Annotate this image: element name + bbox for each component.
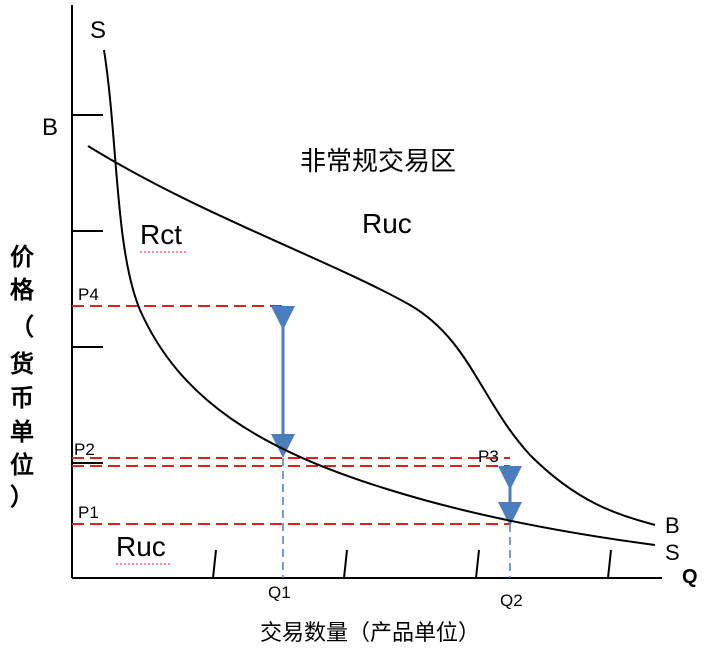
b-curve [87,145,656,526]
y-label-char: 货 [10,350,34,378]
x-tick [212,549,217,579]
q2-label: Q2 [500,591,523,610]
quantity-guides [282,458,511,578]
y-label-char: ） [10,483,34,511]
y-axis-ticks [72,114,103,464]
q1-label: Q1 [268,583,291,602]
x-tick [607,549,612,579]
x-axis-ticks [212,549,612,579]
p4-label: P4 [78,285,99,304]
p3-label: P3 [478,447,499,466]
y-label-char: 价 [10,243,35,271]
b-left-label: B [42,114,58,141]
x-axis-label: 交易数量（产品单位） [260,621,480,646]
s-curve [103,49,656,546]
ruc-lower-label: Ruc [116,531,166,562]
y-label-char: 币 [10,384,34,412]
ruc-upper-label: Ruc [362,208,412,239]
price-guides [72,305,510,525]
q-axis-label: Q [682,566,698,588]
p1-label: P1 [78,503,99,522]
x-tick [343,549,348,579]
y-label-char: 位 [10,451,34,479]
y-label-char: 格 [10,276,35,304]
y-label-char: （ [10,313,34,341]
irregular-zone-label: 非常规交易区 [300,147,456,177]
y-label-char: 单 [10,418,34,446]
p2-label: P2 [74,440,95,459]
price-gap-arrows [271,306,522,526]
s-top-label: S [90,17,106,44]
b-right-label: B [665,513,680,538]
rct-label: Rct [140,219,182,250]
s-bottom-label: S [665,540,680,565]
y-axis-label: 价 格 （ 货 币 单 位 ） [10,243,35,511]
x-tick [475,549,480,579]
